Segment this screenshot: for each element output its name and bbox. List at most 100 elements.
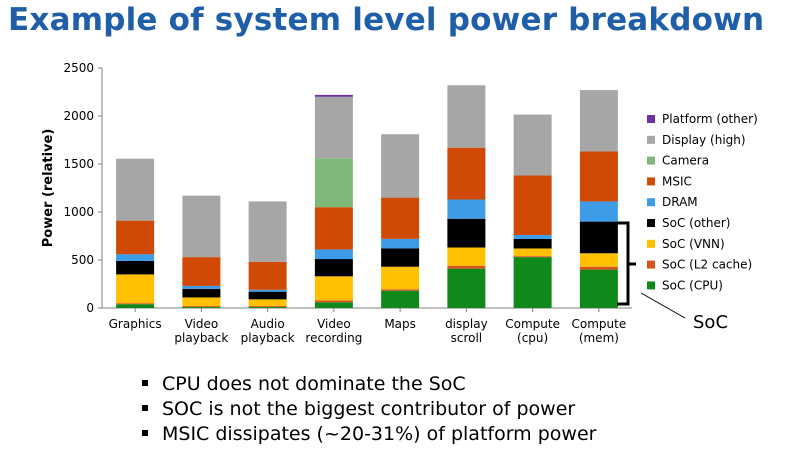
bar-segment xyxy=(314,276,353,301)
x-tick-label: Video xyxy=(185,317,219,331)
bullet-item: MSIC dissipates (~20-31%) of platform po… xyxy=(140,422,596,447)
bar-segment xyxy=(513,256,552,258)
bar-segment xyxy=(116,304,155,308)
legend-label: Camera xyxy=(662,154,709,168)
soc-pointer-line xyxy=(640,292,686,319)
bar-segment xyxy=(314,94,353,97)
bar-segment xyxy=(579,253,618,267)
y-tick-label: 1500 xyxy=(63,157,94,171)
bar-segment xyxy=(579,269,618,308)
bar-segment xyxy=(116,260,155,275)
legend-swatch xyxy=(647,198,655,207)
slide-title: Example of system level power breakdown xyxy=(8,2,765,38)
bullet-text: SOC is not the biggest contributor of po… xyxy=(162,398,576,420)
bar-segment xyxy=(513,238,552,249)
bar-segment xyxy=(314,302,353,308)
x-tick-label: Maps xyxy=(384,317,416,331)
x-tick-label: playback xyxy=(174,331,228,345)
soc-annotation: SoC xyxy=(617,221,728,333)
y-tick-label: 500 xyxy=(71,253,94,267)
soc-label: SoC xyxy=(693,312,728,333)
bar-segment xyxy=(182,195,221,258)
x-tick-label: display xyxy=(445,317,488,331)
bar-segment xyxy=(381,248,420,267)
bar-segment xyxy=(579,266,618,270)
bullet-square-icon xyxy=(142,379,148,386)
x-tick-label: Video xyxy=(317,317,351,331)
bar-segment xyxy=(248,307,287,308)
bar-segment xyxy=(447,147,486,200)
bar-segment xyxy=(579,201,618,222)
bar-segment xyxy=(513,248,552,257)
legend-swatch xyxy=(647,177,655,186)
bar-segment xyxy=(513,175,552,236)
bar-segment xyxy=(513,235,552,239)
x-tick-label: (mem) xyxy=(579,331,619,345)
bullet-square-icon xyxy=(142,404,148,411)
bar-segment xyxy=(116,158,155,221)
bar-segment xyxy=(248,291,287,300)
x-tick-label: scroll xyxy=(451,331,483,345)
bar-segment xyxy=(182,307,221,308)
bar-segment xyxy=(182,297,221,307)
bar-segment xyxy=(579,90,618,152)
bar-segment xyxy=(447,247,486,266)
legend-label: SoC (VNN) xyxy=(662,237,725,251)
legend-swatch xyxy=(647,260,655,269)
bar-segment xyxy=(579,151,618,202)
x-tick-label: playback xyxy=(241,331,295,345)
bar-segment xyxy=(381,290,420,308)
bar-segment xyxy=(248,306,287,308)
bar-segment xyxy=(447,268,486,308)
bar-segment xyxy=(381,238,420,249)
bar-segment xyxy=(248,261,287,290)
legend: Platform (other) Display (high) Camera MSIC… xyxy=(647,112,758,292)
soc-bracket xyxy=(617,221,630,306)
bullet-square-icon xyxy=(142,429,148,436)
bar-segment xyxy=(314,96,353,159)
legend-swatch xyxy=(647,219,655,227)
legend-label: Display (high) xyxy=(662,133,746,147)
bar-segment xyxy=(513,114,552,176)
bar-segment xyxy=(314,259,353,277)
bar-segment xyxy=(381,266,420,290)
bullet-list: CPU does not dominate the SoC SOC is not … xyxy=(140,372,596,447)
bullet-text: MSIC dissipates (~20-31%) of platform po… xyxy=(162,423,597,445)
x-tick-label: Audio xyxy=(251,317,285,331)
x-tick-label: Graphics xyxy=(109,317,162,331)
y-tick-label: 2500 xyxy=(63,61,94,75)
bullet-item: CPU does not dominate the SoC xyxy=(140,372,596,397)
bar-segment xyxy=(248,289,287,292)
legend-label: SoC (other) xyxy=(662,216,730,230)
stacked-bar-chart: 0 500 1000 1500 2000 2500 Power (relative) Gra… xyxy=(41,61,758,345)
bar-segment xyxy=(314,300,353,303)
bar-segment xyxy=(248,299,287,307)
bar-segment xyxy=(447,85,486,148)
legend-swatch xyxy=(647,156,655,165)
bar-segment xyxy=(314,249,353,260)
legend-swatch xyxy=(647,135,655,144)
bar-segment xyxy=(579,221,618,254)
bar-segment xyxy=(182,306,221,308)
legend-label: SoC (L2 cache) xyxy=(662,258,752,272)
bar-segment xyxy=(248,201,287,262)
legend-swatch xyxy=(647,115,655,123)
x-tick-label: Compute xyxy=(572,317,627,331)
bars xyxy=(116,85,618,308)
bullet-item: SOC is not the biggest contributor of po… xyxy=(140,397,596,422)
bar-segment xyxy=(182,288,221,298)
y-tick-label: 2000 xyxy=(63,109,94,123)
x-tick-label: recording xyxy=(305,331,362,345)
bullet-text: CPU does not dominate the SoC xyxy=(162,373,466,395)
bar-segment xyxy=(116,254,155,261)
legend-label: SoC (CPU) xyxy=(662,278,723,292)
y-tick-label: 1000 xyxy=(63,205,94,219)
legend-label: DRAM xyxy=(662,195,698,209)
bar-segment xyxy=(314,158,353,208)
x-tick-label: Compute xyxy=(505,317,560,331)
legend-swatch xyxy=(647,239,655,248)
bar-segment xyxy=(314,207,353,250)
bar-segment xyxy=(381,289,420,291)
bar-segment xyxy=(381,134,420,198)
bar-segment xyxy=(447,218,486,248)
